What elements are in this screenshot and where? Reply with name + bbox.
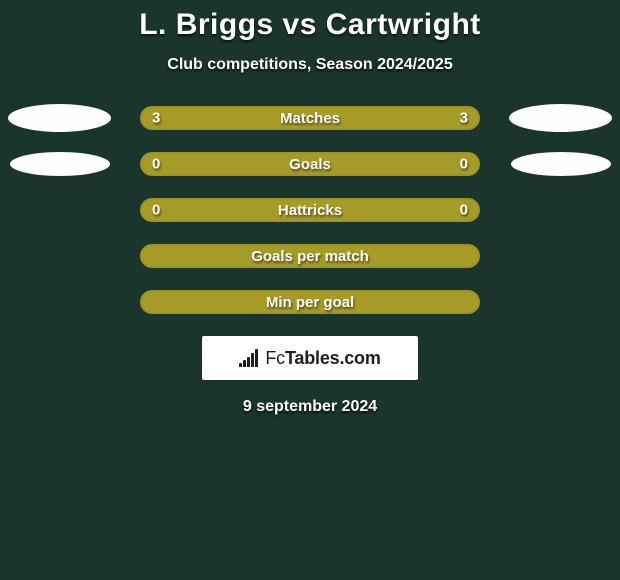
stat-row-goals: 0 Goals 0 [140, 152, 480, 176]
stat-left-value: 0 [152, 202, 160, 219]
stat-row-min-per-goal: Min per goal [140, 290, 480, 314]
stat-label: Goals per match [251, 248, 369, 265]
player-avatar-left-1 [8, 104, 111, 132]
stat-row-goals-per-match: Goals per match [140, 244, 480, 268]
stat-row-hattricks: 0 Hattricks 0 [140, 198, 480, 222]
page-title: L. Briggs vs Cartwright [139, 8, 481, 42]
player-avatar-right-2 [511, 152, 611, 176]
player-avatar-right-1 [509, 104, 612, 132]
avatar-column-right [509, 104, 612, 176]
date-text: 9 september 2024 [243, 398, 377, 416]
subtitle: Club competitions, Season 2024/2025 [167, 56, 452, 74]
avatar-column-left [8, 104, 111, 176]
stat-label: Matches [280, 110, 340, 127]
stat-label: Goals [289, 156, 331, 173]
stats-block: 3 Matches 3 0 Goals 0 0 Hattricks 0 Goal… [0, 106, 620, 314]
brand-text: FcTables.com [265, 348, 380, 369]
stat-left-value: 0 [152, 156, 160, 173]
bar-chart-icon [239, 349, 261, 367]
player-avatar-left-2 [10, 152, 110, 176]
stat-rows: 3 Matches 3 0 Goals 0 0 Hattricks 0 Goal… [140, 106, 480, 314]
stat-left-value: 3 [152, 110, 160, 127]
stat-right-value: 3 [460, 110, 468, 127]
stat-right-value: 0 [460, 156, 468, 173]
stat-label: Min per goal [266, 294, 354, 311]
content-root: L. Briggs vs Cartwright Club competition… [0, 0, 620, 580]
stat-row-matches: 3 Matches 3 [140, 106, 480, 130]
brand-link[interactable]: FcTables.com [202, 336, 418, 380]
stat-right-value: 0 [460, 202, 468, 219]
stat-label: Hattricks [278, 202, 342, 219]
